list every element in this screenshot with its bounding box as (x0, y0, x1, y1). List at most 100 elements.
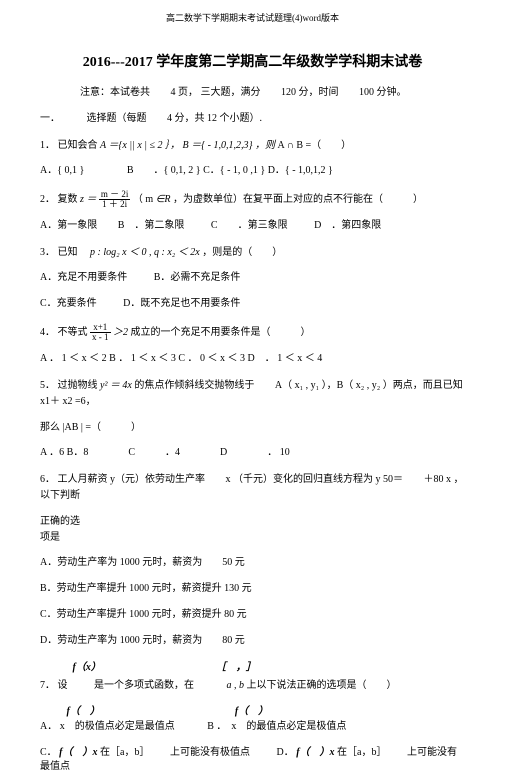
exam-title: 2016---2017 学年度第二学期高二年级数学学科期末试卷 (40, 53, 465, 73)
q4-frac-den: x - 1 (90, 333, 111, 342)
q7-A3: x 的极值点必定是最值点 (60, 721, 175, 732)
question-3: 3． 已知 p : log₂ x ＜ 0 , q : x₂ ＜ 2x ，则是的（… (40, 245, 465, 261)
q7-optCD: C． f（ ）x 在［a，b］ 上可能没有极值点 D． f（ ）x 在［a，b］… (40, 746, 465, 774)
q5-num: 5． (40, 380, 55, 391)
q5-opts: A ．6 B．8 C ．4 D ． 10 (40, 447, 290, 458)
q6-l3: 项是 (40, 530, 465, 546)
q2-frac-den: 1 ＋ 2i (99, 200, 131, 209)
notice-score: 120 分，时间 (281, 87, 339, 98)
q7-t2: 是一个多项式函数，在 (94, 680, 194, 691)
section-num: 一． (40, 113, 60, 124)
q7-B: B (207, 721, 214, 732)
q7-lineA-top: f（ ） f（ ） (40, 704, 465, 720)
q2-t1: 复数 (58, 194, 78, 205)
notice-time: 100 分钟。 (359, 87, 407, 98)
q6-optA: A．劳动生产率为 1000 元时，薪资为 50 元 (40, 556, 465, 570)
q7-fA: f（ ） (67, 706, 100, 717)
q3-optD: D．既不充足也不用要条件 (123, 298, 240, 309)
q3-options-1: A．充足不用要条件 B．必需不充足条件 (40, 271, 465, 285)
q2-optD: D ．第四象限 (314, 220, 381, 231)
q7-A: A． (40, 721, 57, 732)
q4-opts: A ． 1 ＜ x ＜ 2 B ． 1 ＜ x ＜ 3 C ． 0 ＜ x ＜ … (40, 353, 322, 364)
q7-fx: f（x） (73, 662, 101, 673)
q7-D3: 在［a，b］ (337, 747, 386, 758)
question-6: 6． 工人月薪资 y（元）依劳动生产率 x （千元）变化的回归直线方程为 y 5… (40, 472, 465, 504)
q7-t3: 上以下说法正确的选项是（ ） (247, 680, 397, 691)
question-7-line2: 7． 设 是一个多项式函数，在 a , b 上以下说法正确的选项是（ ） (40, 678, 465, 694)
q2-eql: z ＝ (80, 194, 96, 205)
q2-optC: C ．第三象限 (211, 220, 288, 231)
q7-C: C． (40, 747, 57, 758)
notice-pages: 4 页， (171, 87, 199, 98)
q7-B3: ． x 的最值点必定是极值点 (216, 721, 346, 732)
q1-t1: 已知会合 (58, 140, 98, 151)
q3-num: 3． (40, 247, 55, 258)
q2-paren: （ m (133, 194, 153, 205)
q7-t1: 设 (58, 680, 68, 691)
q2-optA: A．第一象限 (40, 220, 97, 231)
q3-tail: ，则是的（ ） (202, 247, 282, 258)
q1-optA: A．{ 0,1 } (40, 165, 84, 176)
q1-num: 1． (40, 140, 55, 151)
q2-optB: B ．第二象限 (118, 220, 185, 231)
notice-line: 注意：本试卷共 4 页， 三大题，满分 120 分，时间 100 分钟。 (80, 86, 465, 100)
q5-then: 那么 |AB | =（ ） (40, 420, 465, 436)
q7-num: 7． (40, 680, 55, 691)
notice-prefix: 注意：本试卷共 (80, 87, 150, 98)
q7-ab: a , b (227, 680, 245, 691)
q6-line2: 正确的选 (40, 516, 80, 527)
q2-frac: m － 2i 1 ＋ 2i (99, 190, 131, 209)
page-header: 高二数学下学期期末考试试题理(4)word版本 (40, 12, 465, 25)
q5-t1: 过抛物线 (58, 380, 98, 391)
q7-optAB: A． x 的极值点必定是最值点 B ． x 的最值点必定是极值点 (40, 720, 465, 734)
q6-optD: D．劳动生产率为 1000 元时，薪资为 80 元 (40, 634, 465, 648)
question-7-line1: f（x） ［ ，］ (40, 660, 465, 676)
section-1-heading: 一． 选择题（每题 4 分，共 12 个小题）. (40, 112, 465, 126)
q4-text: 不等式 (58, 327, 88, 338)
q4-gt: ＞2 (113, 327, 128, 338)
section-body: 选择题（每题 (87, 113, 147, 124)
q7-brkt: ［ ，］ (216, 662, 256, 673)
q7-D: D． (276, 747, 293, 758)
q5-options: A ．6 B．8 C ．4 D ． 10 (40, 446, 465, 460)
q3-p: p : log₂ x ＜ 0 , q : x₂ ＜ 2x (90, 247, 200, 258)
question-4: 4． 不等式 x+1 x - 1 ＞2 成立的一个充足不用要条件是（ ） (40, 323, 465, 342)
q7-C4: 上可能没有极值点 (170, 747, 250, 758)
q6-x: x （千元）变化的回归直线方程为 y 50＝ (226, 474, 404, 485)
q5-eq: y² ＝ 4x (100, 380, 132, 391)
q4-rest: 成立的一个充足不用要条件是（ ） (131, 327, 311, 338)
q7-fB: f（ ） (235, 706, 268, 717)
question-2: 2． 复数 z ＝ m － 2i 1 ＋ 2i （ m ∈R ，为虚数单位）在复… (40, 190, 465, 209)
q7-C3: 在［a，b］ (100, 747, 149, 758)
q3-text: 已知 (58, 247, 78, 258)
q1-tail: A ∩ B =（ ） (277, 140, 351, 151)
q1-optB: B ．{ 0,1, 2 } C．{ - 1, 0 ,1 } D．{ - 1,0,… (127, 165, 333, 176)
q1-options: A．{ 0,1 } B ．{ 0,1, 2 } C．{ - 1, 0 ,1 } … (40, 164, 465, 178)
q4-options: A ． 1 ＜ x ＜ 2 B ． 1 ＜ x ＜ 3 C ． 0 ＜ x ＜ … (40, 352, 465, 366)
q5-t2: 的焦点作倾斜线交抛物线于 (134, 380, 254, 391)
section-pts: 4 分，共 12 个小题）. (167, 113, 262, 124)
question-1: 1． 已知会合 A ＝{x || x | ≤ 2 ｝， B ＝{ - 1,0,1… (40, 138, 465, 154)
q6-t1: 工人月薪资 y（元）依劳动生产率 (58, 474, 206, 485)
q4-num: 4． (40, 327, 55, 338)
question-5: 5． 过抛物线 y² ＝ 4x 的焦点作倾斜线交抛物线于 A（ x₁ , y₁ … (40, 378, 465, 410)
q7-fC: f（ ）x (59, 747, 97, 758)
q3-optC: C．充要条件 (40, 298, 97, 309)
q3-optA: A．充足不用要条件 (40, 272, 127, 283)
q7-fD: f（ ）x (296, 747, 334, 758)
q2-num: 2． (40, 194, 55, 205)
q2-in: ∈R (156, 194, 171, 205)
q2-options: A．第一象限 B ．第二象限 C ．第三象限 D ．第四象限 (40, 219, 465, 233)
q6-num: 6． (40, 474, 55, 485)
q6-optC: C．劳动生产率提升 1000 元时，薪资提升 80 元 (40, 608, 465, 622)
q4-frac: x+1 x - 1 (90, 323, 111, 342)
q3-options-2: C．充要条件 D．既不充足也不用要条件 (40, 297, 465, 311)
q6-l2: 正确的选 (40, 514, 465, 530)
q2-rest: ，为虚数单位）在复平面上对应的点不行能在（ ） (173, 194, 423, 205)
q6-optB: B．劳动生产率提升 1000 元时，薪资提升 130 元 (40, 582, 465, 596)
notice-parts: 三大题，满分 (201, 87, 261, 98)
q6-line3: 项是 (40, 532, 60, 543)
q3-optB: B．必需不充足条件 (154, 272, 241, 283)
q1-setB: B ＝{ - 1,0,1,2,3} ，则 (183, 140, 275, 151)
q1-setA: A ＝{x || x | ≤ 2 ｝， (100, 140, 180, 151)
